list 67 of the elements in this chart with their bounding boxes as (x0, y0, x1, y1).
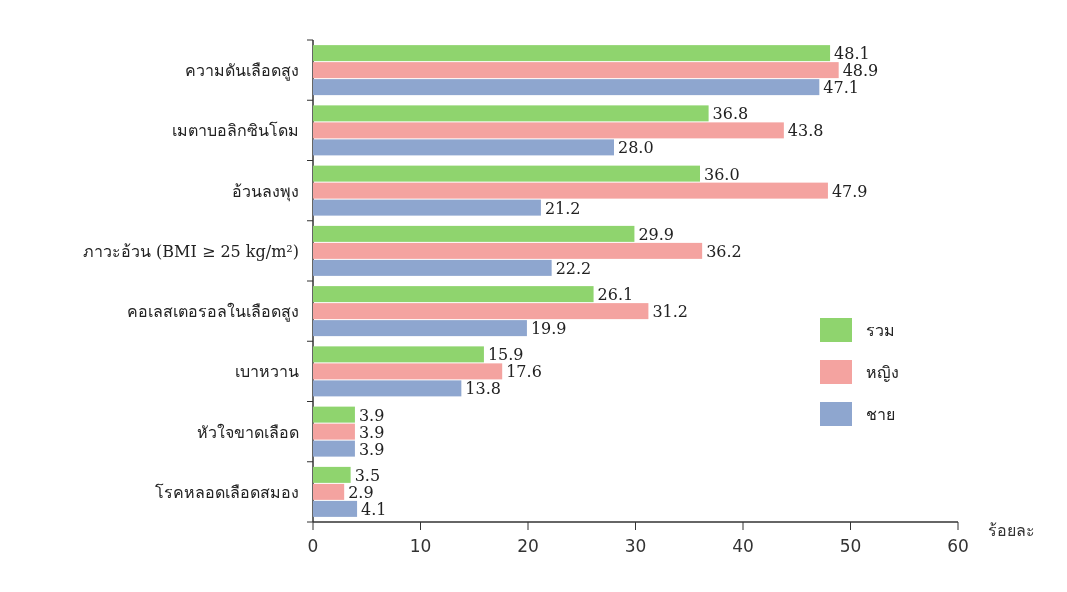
data-label: 4.1 (361, 499, 387, 519)
bar (313, 466, 351, 483)
x-tick-label: 0 (307, 536, 319, 556)
y-tick-label: อ้วนลงพุง (232, 181, 299, 202)
bar (313, 320, 527, 337)
data-label: 13.8 (465, 379, 501, 399)
data-label: 3.9 (358, 439, 385, 459)
legend-label: รวม (866, 321, 895, 340)
bar (313, 363, 503, 380)
data-label: 2.9 (348, 482, 374, 502)
y-tick-label: ภาวะอ้วน (BMI ≥ 25 kg/m²) (83, 241, 299, 261)
data-label: 15.9 (487, 345, 524, 365)
legend-label: หญิง (866, 363, 899, 382)
data-label: 28.0 (618, 138, 654, 158)
data-label: 36.8 (712, 104, 749, 124)
data-label: 17.6 (506, 362, 542, 382)
bar (313, 259, 552, 276)
data-label: 47.9 (831, 181, 868, 201)
y-tick-label: ความดันเลือดสูง (185, 61, 299, 82)
legend-label: ชาย (866, 405, 895, 424)
data-label: 3.9 (358, 405, 385, 425)
data-label: 43.8 (787, 121, 824, 141)
bar (313, 500, 358, 517)
data-label: 21.2 (544, 198, 581, 218)
bar (313, 406, 355, 423)
y-tick-label: เมตาบอลิกซินโดม (172, 121, 299, 141)
bar (313, 105, 709, 122)
data-label: 48.1 (834, 44, 870, 64)
data-label: 47.1 (823, 78, 859, 98)
bar (313, 79, 820, 96)
bar (313, 483, 345, 500)
bar (313, 182, 828, 199)
bar (313, 225, 635, 242)
bar (313, 139, 614, 156)
bar (313, 122, 784, 139)
data-label: 3.9 (358, 422, 385, 442)
data-label: 3.5 (354, 465, 381, 485)
y-tick-label: โรคหลอดเลือดสมอง (155, 482, 299, 502)
bar (313, 199, 541, 216)
data-label: 31.2 (652, 302, 689, 322)
bar (313, 242, 703, 259)
y-tick-label: หัวใจขาดเลือด (197, 422, 299, 442)
data-label: 19.9 (530, 319, 567, 339)
x-axis-title: ร้อยละ (988, 521, 1035, 540)
data-label: 22.2 (555, 258, 592, 278)
y-tick-label: คอเลสเตอรอลในเลือดสูง (127, 302, 299, 323)
data-label: 48.9 (842, 61, 879, 81)
bar (313, 45, 831, 62)
bar (313, 286, 594, 303)
bar (313, 165, 700, 182)
bar (313, 62, 839, 79)
x-tick-label: 10 (409, 536, 432, 556)
bar (313, 440, 355, 457)
x-tick-label: 50 (839, 536, 862, 556)
x-tick-label: 60 (947, 536, 969, 556)
x-tick-label: 40 (732, 536, 754, 556)
data-label: 29.9 (638, 224, 675, 244)
bar (313, 380, 462, 397)
x-tick-label: 20 (517, 536, 539, 556)
bar (313, 303, 649, 320)
y-tick-label: เบาหวาน (235, 362, 299, 382)
bar (313, 346, 484, 363)
bar (313, 423, 355, 440)
data-label: 26.1 (597, 285, 634, 305)
x-tick-label: 30 (624, 536, 647, 556)
data-label: 36.2 (706, 241, 742, 261)
data-label: 36.0 (704, 164, 740, 184)
